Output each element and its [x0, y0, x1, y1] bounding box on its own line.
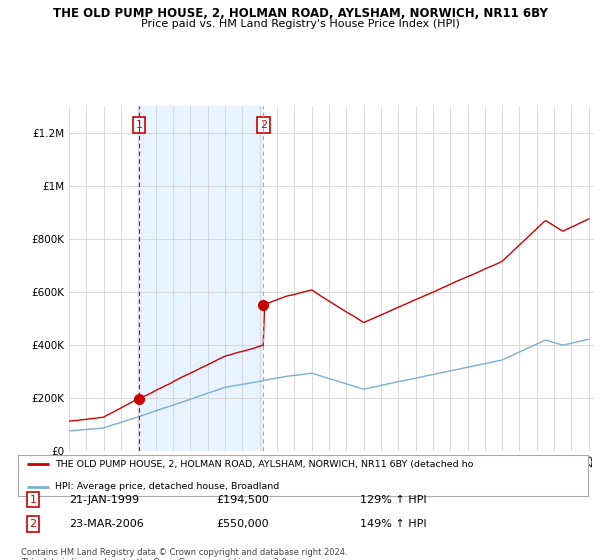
Text: Price paid vs. HM Land Registry's House Price Index (HPI): Price paid vs. HM Land Registry's House … — [140, 19, 460, 29]
Text: 2: 2 — [260, 120, 267, 130]
Text: 129% ↑ HPI: 129% ↑ HPI — [360, 494, 427, 505]
Text: 1: 1 — [136, 120, 143, 130]
Text: 1: 1 — [29, 494, 37, 505]
Text: 2: 2 — [29, 519, 37, 529]
Text: Contains HM Land Registry data © Crown copyright and database right 2024.
This d: Contains HM Land Registry data © Crown c… — [21, 548, 347, 560]
Text: 23-MAR-2006: 23-MAR-2006 — [69, 519, 144, 529]
Text: 149% ↑ HPI: 149% ↑ HPI — [360, 519, 427, 529]
Text: £550,000: £550,000 — [216, 519, 269, 529]
Text: THE OLD PUMP HOUSE, 2, HOLMAN ROAD, AYLSHAM, NORWICH, NR11 6BY (detached ho: THE OLD PUMP HOUSE, 2, HOLMAN ROAD, AYLS… — [55, 460, 473, 469]
Text: £194,500: £194,500 — [216, 494, 269, 505]
Text: HPI: Average price, detached house, Broadland: HPI: Average price, detached house, Broa… — [55, 482, 280, 491]
Text: 21-JAN-1999: 21-JAN-1999 — [69, 494, 139, 505]
Text: THE OLD PUMP HOUSE, 2, HOLMAN ROAD, AYLSHAM, NORWICH, NR11 6BY: THE OLD PUMP HOUSE, 2, HOLMAN ROAD, AYLS… — [53, 7, 547, 20]
Bar — [139, 106, 263, 451]
